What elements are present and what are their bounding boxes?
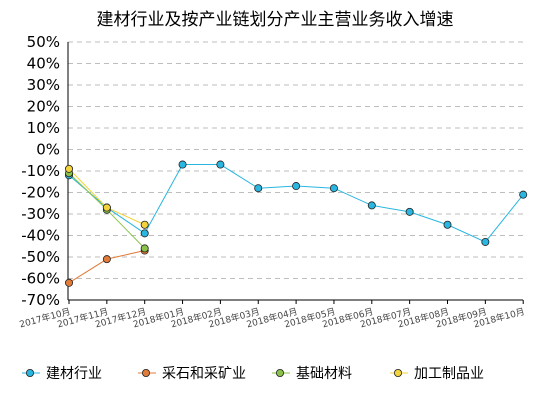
legend-label: 基础材料 — [296, 365, 352, 382]
data-point — [65, 164, 74, 173]
y-tick-label: 20% — [27, 98, 60, 116]
legend: 建材行业 采石和采矿业 基础材料 加工制品业 — [22, 365, 484, 382]
data-point — [140, 244, 149, 253]
y-tick-label: 40% — [27, 55, 60, 73]
y-tick-label: 30% — [27, 76, 60, 94]
y-tick-label: -30% — [21, 205, 60, 223]
legend-label: 加工制品业 — [414, 366, 484, 382]
legend-marker — [275, 368, 284, 377]
legend-marker — [141, 368, 150, 377]
y-tick-label: -50% — [21, 248, 60, 266]
legend-marker — [25, 368, 34, 377]
data-point — [178, 160, 187, 169]
legend-label: 建材行业 — [46, 366, 102, 382]
legend-label: 采石和采矿业 — [162, 366, 246, 382]
data-point — [140, 229, 149, 238]
y-tick-label: 0% — [36, 141, 60, 159]
chart-title: 建材行业及按产业链划分产业主营业务收入增速 — [97, 10, 454, 30]
data-point — [65, 278, 74, 287]
y-tick-label: -60% — [21, 270, 60, 288]
data-point — [329, 184, 338, 193]
data-point — [443, 220, 452, 229]
data-point — [102, 203, 111, 212]
series-line — [68, 164, 524, 243]
data-point — [481, 237, 490, 246]
series-line — [68, 168, 145, 226]
legend-marker — [393, 368, 402, 377]
y-axis-ticks: 50% 40% 30% 20% 10% 0% -10% -20% -30% -40% -50% -60… — [21, 33, 60, 309]
series-lines — [65, 160, 528, 287]
y-tick-label: 10% — [27, 119, 60, 137]
data-point — [140, 220, 149, 229]
data-point — [254, 184, 263, 193]
y-tick-label: -10% — [21, 162, 60, 180]
data-point — [216, 160, 225, 169]
grid-lines — [68, 41, 523, 301]
data-point — [292, 182, 301, 191]
y-tick-label: -20% — [21, 184, 60, 202]
data-point — [367, 201, 376, 210]
data-point — [405, 207, 414, 216]
data-point — [102, 255, 111, 264]
x-axis-ticks: 2017年10月2017年11月2017年12月2018年01月2018年02月… — [18, 300, 526, 330]
y-tick-label: -70% — [21, 291, 60, 309]
y-tick-label: 50% — [27, 33, 60, 51]
y-tick-label: -40% — [21, 227, 60, 245]
data-point — [519, 190, 528, 199]
